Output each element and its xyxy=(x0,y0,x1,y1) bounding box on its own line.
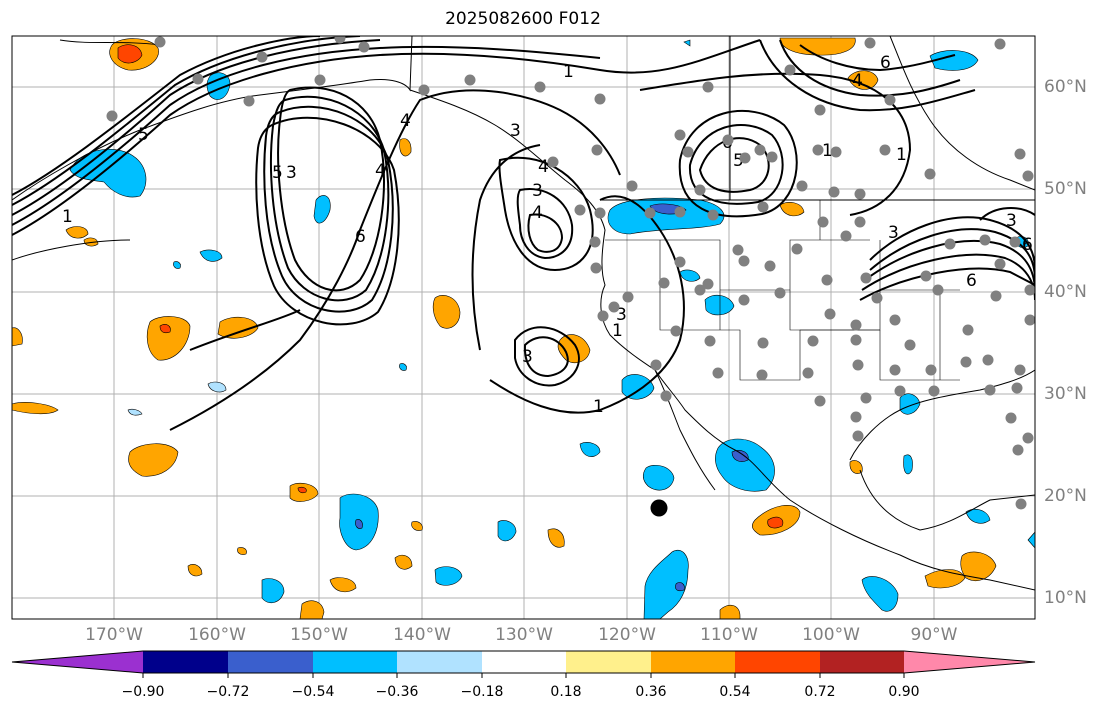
contour-label: 3 xyxy=(616,305,627,325)
contour-label: 4 xyxy=(400,111,411,131)
colorbar-label: 0.18 xyxy=(550,684,582,700)
contour-label: 6 xyxy=(966,271,977,291)
contour-label: 5 xyxy=(733,151,744,171)
contour-label: 3 xyxy=(888,223,899,243)
latitude-label: 20°N xyxy=(1044,486,1087,506)
longitude-label: 150°W xyxy=(290,625,348,645)
colorbar-segment xyxy=(397,651,482,673)
longitude-label: 110°W xyxy=(700,625,758,645)
longitude-label: 160°W xyxy=(188,625,246,645)
contour-label: 1 xyxy=(896,145,907,165)
colorbar-segment xyxy=(566,651,651,673)
colorbar-segment xyxy=(651,651,735,673)
map-title: 2025082600 F012 xyxy=(445,9,601,29)
map-frame xyxy=(11,35,1036,620)
colorbar-label: 0.36 xyxy=(635,684,667,700)
target-marker xyxy=(650,499,668,517)
colorbar-segment xyxy=(143,651,228,673)
longitude-label: 120°W xyxy=(598,625,656,645)
colorbar-label: −0.90 xyxy=(121,684,165,700)
colorbar-segment xyxy=(12,651,143,673)
anomaly-fields xyxy=(12,37,1035,619)
contour-labels: 1 4 6 5 1 5 4 6 3 4 3 4 1 3 6 5 1 3 3 3 … xyxy=(62,53,1033,417)
colorbar-label: 0.54 xyxy=(719,684,751,700)
contour-label: 1 xyxy=(593,397,604,417)
contour-label: 3 xyxy=(532,181,543,201)
contour-label: 4 xyxy=(375,161,386,181)
latitude-label: 40°N xyxy=(1044,282,1087,302)
longitude-label: 90°W xyxy=(910,625,958,645)
colorbar-segment xyxy=(313,651,397,673)
contour-label: 4 xyxy=(852,71,863,91)
latitude-label: 60°N xyxy=(1044,77,1087,97)
colorbar-label: −0.36 xyxy=(375,684,419,700)
contour-label: 4 xyxy=(532,203,543,223)
colorbar-label: −0.18 xyxy=(460,684,504,700)
contour-label: 6 xyxy=(355,227,366,247)
colorbar xyxy=(11,650,1036,678)
colorbar-label: −0.54 xyxy=(291,684,335,700)
latitude-label: 10°N xyxy=(1044,588,1087,608)
colorbar-ticks xyxy=(142,673,905,678)
height-contours xyxy=(12,36,1035,431)
contour-label: 1 xyxy=(822,141,833,161)
contour-label: 1 xyxy=(563,62,574,82)
contour-label: 1 xyxy=(62,207,73,227)
longitude-label: 130°W xyxy=(495,625,553,645)
colorbar-segment xyxy=(735,651,820,673)
longitude-label: 140°W xyxy=(393,625,451,645)
colorbar-segment xyxy=(904,651,1035,673)
contour-label: 1 xyxy=(612,321,623,341)
contour-label: 5 xyxy=(272,163,283,183)
contour-label: 5 xyxy=(138,125,149,145)
contour-label: 3 xyxy=(1006,211,1017,231)
longitude-label: 170°W xyxy=(85,625,143,645)
latitude-label: 50°N xyxy=(1044,179,1087,199)
colorbar-segment xyxy=(482,651,566,673)
state-borders xyxy=(605,200,960,381)
colorbar-label: 0.72 xyxy=(804,684,836,700)
colorbar-label: −0.72 xyxy=(206,684,250,700)
longitude-label: 100°W xyxy=(802,625,860,645)
contour-label: 6 xyxy=(880,53,891,73)
station-markers xyxy=(106,36,1035,510)
contour-label: 3 xyxy=(522,347,533,367)
latitude-label: 30°N xyxy=(1044,384,1087,404)
contour-label: 3 xyxy=(286,163,297,183)
colorbar-label: 0.90 xyxy=(888,684,920,700)
contour-label: 4 xyxy=(538,157,549,177)
colorbar-segment xyxy=(820,651,904,673)
colorbar-segment xyxy=(228,651,313,673)
contour-label: 6 xyxy=(1022,235,1033,255)
contour-label: 3 xyxy=(510,121,521,141)
